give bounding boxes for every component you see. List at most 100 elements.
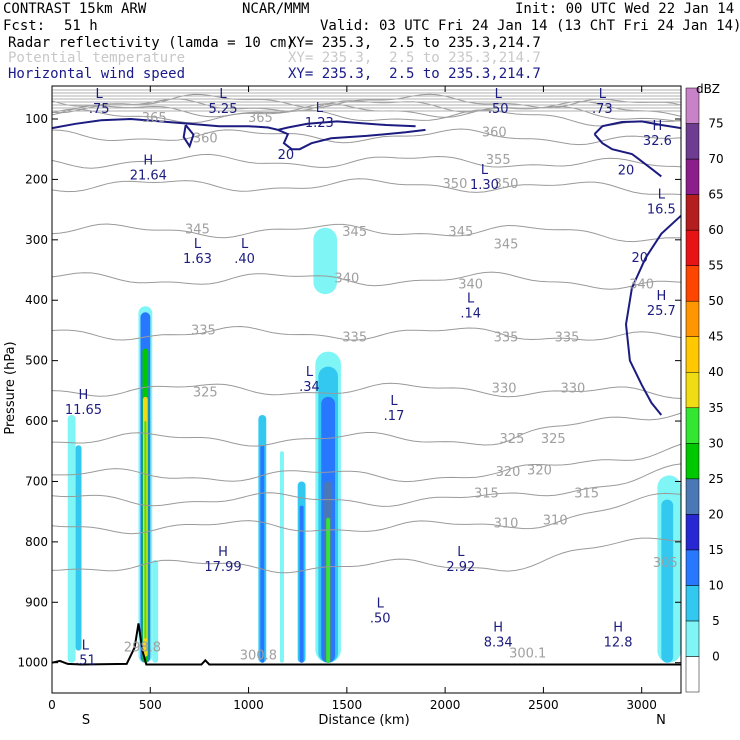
extremum-value: .50 <box>370 611 391 626</box>
theta-label: 365 <box>142 111 167 126</box>
wind-line <box>51 117 416 131</box>
fcst-value: 51 h <box>64 18 98 34</box>
plot-frame <box>51 85 682 694</box>
theta-line <box>51 492 682 535</box>
colorbar-label: 0 <box>712 649 720 663</box>
colorbar-swatch <box>685 443 700 480</box>
extremum-value: 12.8 <box>604 636 633 651</box>
extremum-value: 16.5 <box>647 202 676 217</box>
low-marker: L <box>495 87 503 102</box>
field-theta: Potential temperature <box>8 50 186 66</box>
theta-label: 310 <box>543 514 568 529</box>
extremum-value: 32.6 <box>643 134 672 149</box>
y-tick-label: 100 <box>25 112 48 126</box>
colorbar-swatch <box>685 87 700 124</box>
high-marker: H <box>143 154 153 169</box>
y-axis-label: Pressure (hPa) <box>3 341 18 434</box>
theta-label: 340 <box>629 278 654 293</box>
extremum-value: 2.92 <box>446 560 475 575</box>
theta-label: 315 <box>574 487 599 502</box>
theta-line <box>52 443 682 483</box>
x-tick-label: 0 <box>48 698 56 712</box>
x-tick-label: 2500 <box>528 698 559 712</box>
terrain <box>51 623 681 666</box>
fcst-label: Fcst: <box>3 18 46 34</box>
extremum-value: .40 <box>234 252 255 267</box>
colorbar-swatch <box>685 371 700 409</box>
colorbar-swatch <box>685 585 700 622</box>
theta-label: 355 <box>486 153 511 168</box>
theta-line <box>51 103 682 122</box>
low-marker: L <box>316 101 324 116</box>
theta-label: 330 <box>492 381 517 396</box>
theta-line <box>51 325 682 341</box>
colorbar-swatch <box>685 158 700 195</box>
colorbar-label: 20 <box>708 507 723 521</box>
theta-label: 345 <box>185 223 210 238</box>
theta-label: 325 <box>193 386 218 401</box>
low-marker: L <box>377 596 385 611</box>
low-marker: L <box>658 187 666 202</box>
extremum-value: .75 <box>89 102 110 117</box>
low-marker: L <box>457 545 465 560</box>
theta-line <box>51 271 682 290</box>
extremum-value: 5.25 <box>209 102 238 117</box>
x-tick-label: 3000 <box>626 698 657 712</box>
colorbar-label: 50 <box>708 294 723 308</box>
wind-label: 20 <box>631 251 648 266</box>
low-marker: L <box>306 365 314 380</box>
y-tick-label: 300 <box>25 233 48 247</box>
reflectivity-cell <box>326 517 331 663</box>
colorbar-swatch <box>685 336 700 373</box>
theta-label: 345 <box>494 238 519 253</box>
low-marker: L <box>481 163 489 178</box>
colorbar-label: 30 <box>708 436 723 450</box>
theta-line <box>51 128 682 146</box>
y-tick-label: 200 <box>25 172 48 186</box>
colorbar-label: 15 <box>708 543 723 557</box>
theta-label: 315 <box>474 487 499 502</box>
theta-label: 350 <box>494 177 519 192</box>
theta-label: 350 <box>443 177 468 192</box>
theta-line <box>51 178 682 195</box>
colorbar: 0 5 10 15 20 25 30 35 40 45 50 55 60 65 70 75 <box>685 87 724 693</box>
theta-label: 320 <box>527 464 552 479</box>
reflectivity-shading <box>67 227 681 663</box>
y-tick-label: 900 <box>25 595 48 609</box>
low-marker: L <box>467 291 475 306</box>
colorbar-swatch <box>685 123 700 160</box>
colorbar-label: 35 <box>708 401 723 415</box>
theta-label: 298.8 <box>124 641 161 656</box>
theta-label: 335 <box>342 331 367 346</box>
theta-label: 365 <box>248 111 273 126</box>
colorbar-label: 10 <box>708 578 723 592</box>
field-reflectivity-xy: XY= 235.3, 2.5 to 235.3,214.7 <box>288 35 541 51</box>
high-marker: H <box>613 621 623 636</box>
axes: 0 500 1000 1500 2000 2500 3000 100 200 300 400 500 6… <box>17 86 681 712</box>
colorbar-label: 75 <box>708 117 723 131</box>
wind-line <box>624 214 682 416</box>
extremum-value: .17 <box>384 409 405 424</box>
model-title: CONTRAST 15km ARW <box>3 1 147 17</box>
colorbar-swatch <box>685 514 700 551</box>
valid-time: Valid: 03 UTC Fri 24 Jan 14 (13 ChT Fri … <box>320 18 740 34</box>
y-tick-label: 700 <box>25 474 48 488</box>
extremum-value: 21.64 <box>130 169 167 184</box>
theta-label: 325 <box>500 432 525 447</box>
extremum-value: 25.7 <box>647 304 676 319</box>
high-marker: H <box>493 621 503 636</box>
extremum-value: .50 <box>488 102 509 117</box>
theta-label: 330 <box>560 381 585 396</box>
colorbar-label: 45 <box>708 330 723 344</box>
reflectivity-cell <box>67 415 76 663</box>
theta-line <box>51 412 682 447</box>
wind-line <box>182 124 195 149</box>
wind-line <box>593 133 662 178</box>
wind-line <box>593 120 682 135</box>
reflectivity-cell <box>661 499 674 663</box>
south-label: S <box>82 713 90 728</box>
colorbar-label: 60 <box>708 223 723 237</box>
theta-label: 335 <box>555 331 580 346</box>
colorbar-label: 55 <box>708 259 723 273</box>
y-tick-label: 500 <box>25 354 48 368</box>
